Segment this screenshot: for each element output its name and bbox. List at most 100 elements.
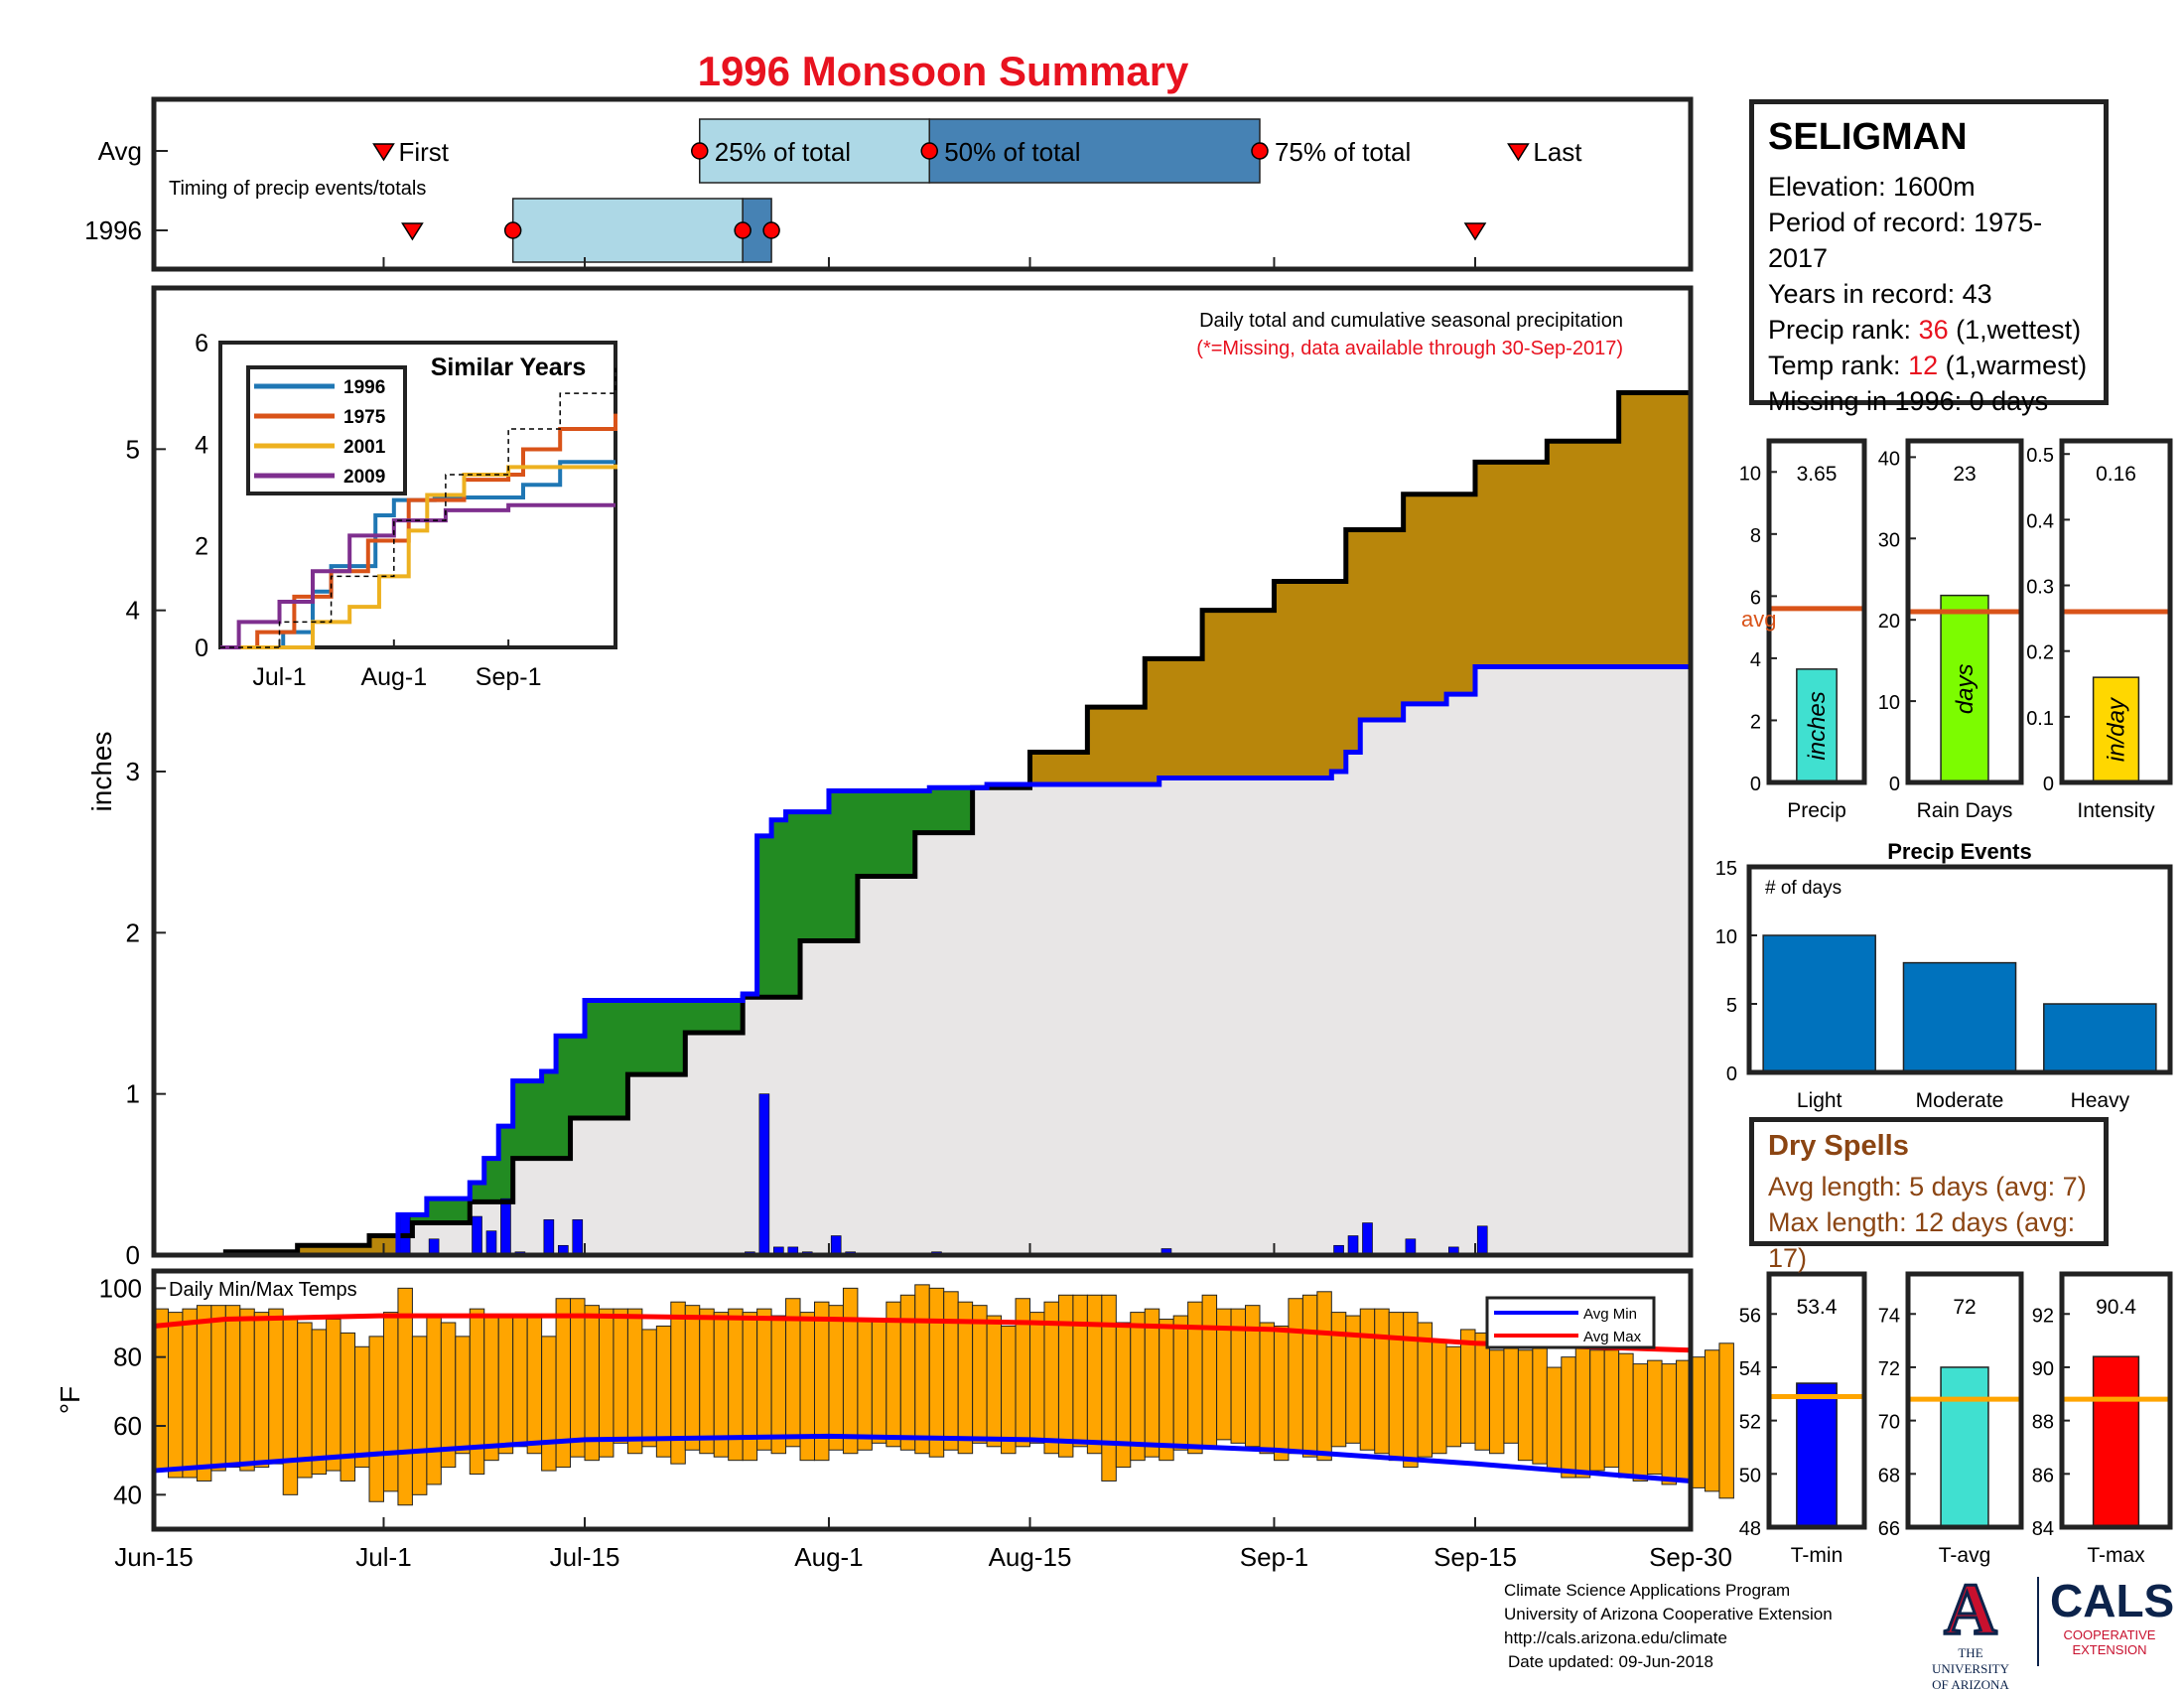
avg-max-line [153, 1313, 1692, 1353]
precip-total-ytick-4: 8 [1750, 525, 1761, 547]
missing-days: Missing in 1996: 0 days [1768, 386, 2049, 416]
t-avg-frame [1905, 1271, 2024, 1530]
temp-bar-11 [311, 1329, 328, 1476]
t-max-ytick-1: 86 [2032, 1465, 2054, 1486]
precip-events-ytick-0: 0 [1726, 1063, 1737, 1085]
t-min-bar [1796, 1382, 1838, 1528]
timing-label-p50: 50% of total [944, 137, 1080, 167]
temp-bar-8 [268, 1308, 284, 1465]
temp-bar-37 [684, 1305, 701, 1451]
period-of-record: Period of record: 1975-2017 [1768, 208, 2043, 273]
temp-bar-51 [886, 1301, 901, 1448]
temp-legend-label-min: Avg Min [1583, 1306, 1637, 1323]
inset-legend-label-1: 1975 [343, 407, 386, 428]
t-max-value-label: 90.4 [2096, 1296, 2136, 1319]
temp-bar-91 [1460, 1329, 1476, 1444]
inset-ytick-0: 0 [195, 635, 208, 662]
t-min-ytick-0: 48 [1739, 1518, 1761, 1540]
intensity-panel: 0 0.1 0.2 0.3 0.4 0.5 0.16 in/day Intensity [2026, 438, 2173, 822]
temp-bar-32 [613, 1308, 628, 1444]
precip-total-ytick-3: 6 [1750, 587, 1761, 609]
intensity-category: Intensity [2077, 799, 2155, 822]
xtick-2: Jul-15 [550, 1542, 620, 1572]
timing-quartile-marker-0-0 [691, 142, 709, 160]
temp-bar-15 [368, 1336, 384, 1502]
temp-bar-3 [196, 1305, 212, 1481]
main-note: Daily total and cumulative seasonal prec… [1199, 310, 1623, 332]
footer-program: Climate Science Applications Program [1504, 1581, 1791, 1600]
precip-events-ytick-2: 10 [1715, 926, 1737, 948]
main-ytick-1: 1 [126, 1079, 140, 1109]
temp-rank-value: 12 [1908, 351, 1939, 380]
dry-spells-max: Max length: 12 days (avg: 17) [1768, 1207, 2076, 1273]
timing-quartile-marker-0-2 [1251, 142, 1269, 160]
temp-bar-38 [699, 1308, 715, 1455]
precip-total-ytick-0: 0 [1750, 774, 1761, 795]
precip-events-title: Precip Events [1887, 839, 2032, 864]
ua-logo-line2: OF ARIZONA [1932, 1677, 2009, 1692]
daily-precip-bar-3 [485, 1230, 497, 1256]
timing-row-label-1: 1996 [84, 215, 142, 245]
temp-bar-88 [1417, 1322, 1433, 1458]
similar-years-inset: 0 2 4 6 Jul-1 Aug-1 Sep-1 Similar Years 1996 1975… [195, 330, 617, 691]
t-min-category: T-min [1791, 1544, 1843, 1567]
temp-bar-79 [1288, 1298, 1303, 1455]
temp-bar-69 [1144, 1308, 1160, 1458]
temp-bar-33 [626, 1308, 643, 1455]
t-avg-ytick-0: 66 [1878, 1518, 1900, 1540]
temp-bar-9 [282, 1319, 299, 1495]
timing-event-marker-0-1 [1507, 143, 1530, 162]
temp-title: Daily Min/Max Temps [169, 1279, 357, 1301]
temp-bar-64 [1072, 1294, 1088, 1448]
rain-days-bar-label: days [1952, 663, 1979, 714]
temp-bar-87 [1403, 1312, 1419, 1469]
precip-events-panel: Light Moderate Heavy 0 5 10 15 Precip Events # o… [1715, 839, 2173, 1112]
temp-bar-73 [1201, 1294, 1218, 1448]
temp-bar-1 [167, 1312, 184, 1479]
page-title: 1996 Monsoon Summary [697, 48, 1189, 94]
rain-days-panel: 0 10 20 30 40 23 days Rain Days [1878, 438, 2024, 822]
intensity-ytick-5: 0.5 [2026, 445, 2054, 467]
temp-ytick-2: 80 [113, 1342, 142, 1372]
cals-logo-text: CALS [2050, 1575, 2175, 1626]
temp-rank: Temp rank: 12 (1,warmest) [1768, 348, 2090, 383]
temp-bar-20 [440, 1322, 457, 1469]
intensity-value-label: 0.16 [2096, 463, 2136, 486]
timing-label-p25: 25% of total [715, 137, 851, 167]
precip-total-ytick-5: 10 [1739, 463, 1761, 485]
temp-bar-101 [1603, 1349, 1620, 1469]
dry-spells-box: Dry Spells Avg length: 5 days (avg: 7) M… [1749, 1117, 2109, 1273]
temp-bar-95 [1517, 1349, 1534, 1462]
daily-precip-bar-19 [1347, 1235, 1359, 1256]
temp-legend [1485, 1296, 1656, 1349]
temp-ytick-0: 40 [113, 1480, 142, 1509]
inset-line-1996 [220, 460, 615, 649]
precip-events-bar-2 [2043, 1003, 2157, 1073]
footer-url[interactable]: http://cals.arizona.edu/climate [1504, 1628, 1727, 1647]
ua-logo: A THE UNIVERSITY OF ARIZONA [1921, 1569, 2020, 1693]
intensity-bar [2092, 676, 2140, 783]
precip-rank-note: (1,wettest) [1956, 315, 2082, 345]
temp-legend-label-max: Avg Max [1583, 1329, 1642, 1345]
t-min-ytick-3: 54 [1739, 1358, 1761, 1380]
temp-bar-10 [297, 1322, 313, 1479]
cals-logo-line1: COOPERATIVE [2063, 1627, 2156, 1642]
inset-line-2009 [220, 502, 615, 649]
temp-bar-31 [598, 1308, 614, 1458]
t-avg-ytick-4: 74 [1878, 1305, 1900, 1327]
temp-bar-61 [1029, 1312, 1045, 1444]
timing-quartile-marker-1-1 [734, 221, 751, 239]
dry-spells-avg: Avg length: 5 days (avg: 7) [1768, 1172, 2087, 1201]
temp-bar-29 [570, 1298, 586, 1458]
inset-xtick-0: Jul-1 [252, 663, 306, 691]
t-max-frame [2059, 1271, 2173, 1530]
t-min-value-label: 53.4 [1797, 1296, 1838, 1319]
timing-box-lower-0 [699, 118, 930, 184]
temp-bar-5 [224, 1305, 241, 1469]
ua-logo-letter: A [1943, 1569, 1998, 1650]
timing-event-marker-0-0 [372, 143, 395, 162]
inset-line-avg [220, 367, 616, 648]
precip-total-value-label: 3.65 [1797, 463, 1838, 486]
station-name: SELIGMAN [1768, 116, 1968, 158]
precip-events-ylabel: # of days [1765, 878, 1842, 899]
